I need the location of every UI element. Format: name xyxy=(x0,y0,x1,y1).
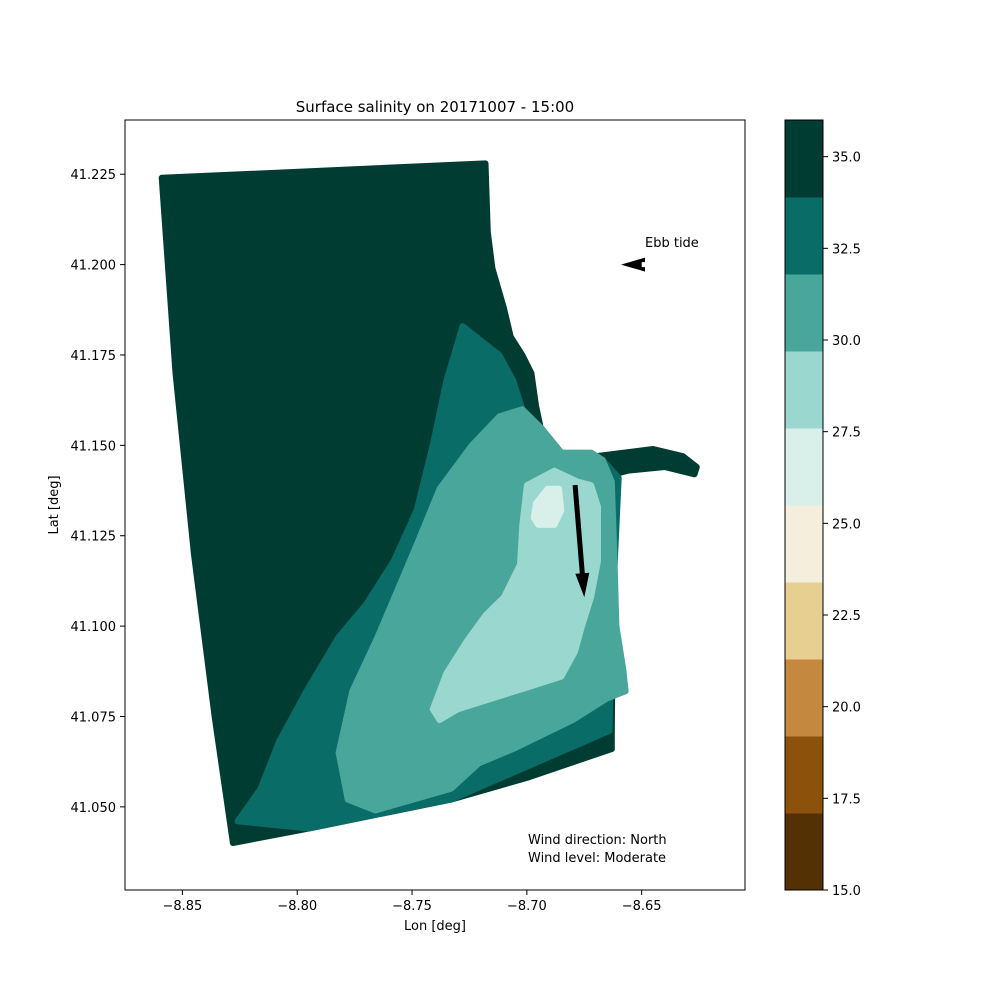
x-tick-label: −8.85 xyxy=(162,899,202,914)
colorbar-tick-label: 15.0 xyxy=(832,884,861,899)
colorbar-bin-4 xyxy=(785,505,823,583)
colorbar xyxy=(785,120,823,891)
x-tick-label: −8.70 xyxy=(507,899,547,914)
x-tick-label: −8.80 xyxy=(277,899,317,914)
colorbar-tick-label: 25.0 xyxy=(832,517,861,532)
colorbar-bin-0 xyxy=(785,813,823,891)
ebb-tide-arrow xyxy=(621,257,645,272)
wind-level-label: Wind level: Moderate xyxy=(528,851,666,866)
y-tick-label: 41.225 xyxy=(71,168,117,183)
colorbar-bin-2 xyxy=(785,659,823,737)
x-tick-label: −8.65 xyxy=(622,899,662,914)
x-tick-label: −8.75 xyxy=(392,899,432,914)
colorbar-tick-label: 32.5 xyxy=(832,242,861,257)
plot-frame xyxy=(124,119,746,891)
y-axis-ticks: 41.050 41.075 41.100 41.125 41.150 41.175 41.2… xyxy=(71,168,125,816)
colorbar-tick-label: 22.5 xyxy=(832,609,861,624)
x-axis-ticks: −8.85 −8.80 −8.75 −8.70 −8.65 xyxy=(162,890,662,914)
colorbar-tick-label: 17.5 xyxy=(832,792,861,807)
x-axis-label: Lon [deg] xyxy=(404,919,466,934)
colorbar-bin-1 xyxy=(785,736,823,814)
colorbar-frame xyxy=(784,119,824,891)
colorbar-tick-label: 30.0 xyxy=(832,334,861,349)
wind-arrow xyxy=(572,484,590,598)
ebb-tide-label: Ebb tide xyxy=(645,236,699,251)
annotation-arrows xyxy=(572,257,645,598)
colorbar-ticks: 15.0 17.5 20.0 22.5 25.0 27.5 30.0 32.5 35.0 xyxy=(823,151,861,899)
y-tick-label: 41.175 xyxy=(71,349,117,364)
salinity-regions xyxy=(158,160,700,846)
colorbar-bin-7 xyxy=(785,274,823,352)
colorbar-bin-8 xyxy=(785,197,823,275)
y-tick-label: 41.050 xyxy=(71,801,117,816)
y-tick-label: 41.200 xyxy=(71,259,117,274)
colorbar-bin-5 xyxy=(785,428,823,506)
colorbar-tick-label: 27.5 xyxy=(832,426,861,441)
y-tick-label: 41.150 xyxy=(71,439,117,454)
colorbar-tick-label: 35.0 xyxy=(832,151,861,166)
colorbar-bin-6 xyxy=(785,351,823,429)
y-axis-label: Lat [deg] xyxy=(47,475,62,534)
colorbar-bin-3 xyxy=(785,582,823,660)
chart-title: Surface salinity on 20171007 - 15:00 xyxy=(296,98,574,116)
salinity-region-4 xyxy=(530,485,565,528)
y-tick-label: 41.125 xyxy=(71,530,117,545)
salinity-region-3 xyxy=(429,467,601,724)
wind-direction-label: Wind direction: North xyxy=(528,833,667,848)
y-tick-label: 41.075 xyxy=(71,710,117,725)
colorbar-tick-label: 20.0 xyxy=(832,701,861,716)
y-tick-label: 41.100 xyxy=(71,620,117,635)
colorbar-bin-9 xyxy=(785,120,823,198)
